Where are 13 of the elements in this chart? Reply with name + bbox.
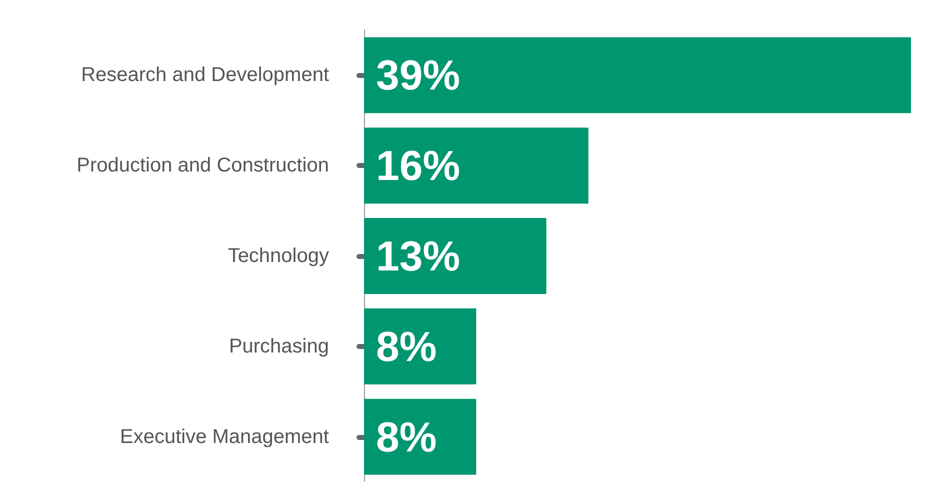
y-tick-label: Executive Management — [120, 426, 330, 448]
data-label: 13% — [376, 232, 460, 280]
y-tick-label: Research and Development — [81, 64, 330, 86]
y-tick-label: Purchasing — [228, 335, 329, 358]
data-label: 8% — [376, 322, 437, 370]
data-label: 8% — [376, 413, 437, 460]
data-label: 16% — [376, 142, 460, 190]
bar — [364, 37, 911, 114]
bar — [364, 218, 546, 294]
y-tick-label: Production and Construction — [76, 154, 329, 177]
bar — [364, 128, 588, 204]
data-label: 39% — [376, 52, 460, 99]
y-tick-label: Technology — [228, 245, 329, 267]
